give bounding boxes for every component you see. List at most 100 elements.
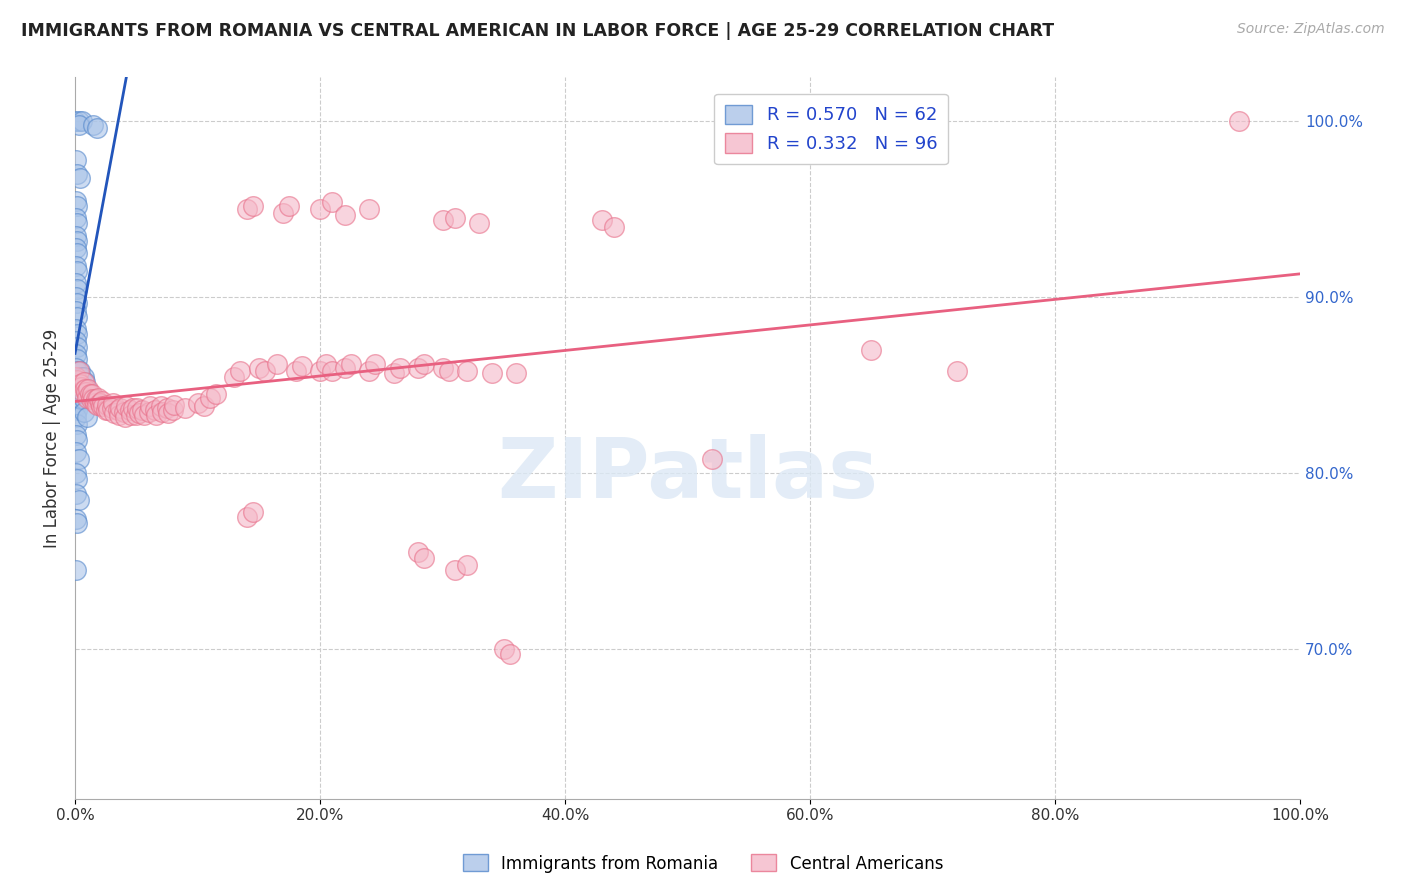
Point: [89, 396, 111, 410]
Point: [82, 392, 104, 407]
Point: [65, 360, 87, 375]
Point: [266, 357, 288, 371]
Point: [94, 403, 117, 417]
Point: [76, 391, 98, 405]
Point: [499, 648, 522, 662]
Point: [127, 401, 149, 416]
Point: [860, 343, 883, 358]
Point: [72, 375, 94, 389]
Point: [65, 369, 87, 384]
Legend: Immigrants from Romania, Central Americans: Immigrants from Romania, Central America…: [456, 847, 950, 880]
Point: [65, 322, 87, 336]
Text: Source: ZipAtlas.com: Source: ZipAtlas.com: [1237, 22, 1385, 37]
Point: [65, 194, 87, 208]
Point: [205, 387, 228, 401]
Point: [110, 401, 132, 416]
Point: [65, 409, 87, 424]
Point: [91, 394, 114, 409]
Point: [150, 405, 173, 419]
Point: [235, 202, 257, 217]
Point: [432, 213, 454, 227]
Point: [66, 167, 89, 181]
Point: [70, 369, 93, 384]
Point: [65, 487, 87, 501]
Point: [107, 403, 129, 417]
Point: [65, 400, 87, 414]
Point: [65, 385, 87, 400]
Point: [357, 364, 380, 378]
Point: [82, 387, 104, 401]
Point: [468, 217, 491, 231]
Point: [278, 199, 301, 213]
Point: [162, 403, 184, 417]
Point: [603, 219, 626, 234]
Point: [63, 114, 86, 128]
Point: [413, 550, 436, 565]
Point: [413, 357, 436, 371]
Point: [66, 246, 89, 260]
Point: [75, 385, 97, 400]
Point: [103, 407, 125, 421]
Point: [70, 380, 93, 394]
Point: [72, 114, 94, 128]
Point: [291, 359, 314, 373]
Point: [66, 417, 89, 431]
Point: [198, 391, 221, 405]
Point: [339, 357, 361, 371]
Point: [128, 407, 150, 421]
Point: [456, 558, 478, 572]
Point: [174, 401, 197, 416]
Point: [86, 398, 108, 412]
Point: [65, 346, 87, 360]
Point: [364, 357, 387, 371]
Point: [72, 369, 94, 384]
Point: [65, 259, 87, 273]
Point: [143, 403, 166, 417]
Point: [69, 364, 91, 378]
Point: [120, 409, 142, 423]
Point: [65, 371, 87, 385]
Point: [138, 400, 160, 414]
Point: [591, 213, 613, 227]
Point: [163, 398, 186, 412]
Point: [333, 208, 356, 222]
Point: [96, 398, 118, 412]
Point: [80, 392, 103, 407]
Point: [97, 403, 120, 417]
Point: [271, 206, 294, 220]
Point: [66, 433, 89, 447]
Point: [67, 452, 90, 467]
Point: [72, 392, 94, 407]
Point: [186, 396, 208, 410]
Point: [100, 401, 122, 416]
Point: [66, 364, 89, 378]
Point: [505, 366, 527, 380]
Point: [65, 304, 87, 318]
Point: [84, 392, 107, 407]
Point: [492, 642, 515, 657]
Point: [66, 391, 89, 405]
Point: [321, 195, 343, 210]
Point: [946, 364, 969, 378]
Point: [76, 409, 98, 424]
Point: [65, 290, 87, 304]
Text: IMMIGRANTS FROM ROMANIA VS CENTRAL AMERICAN IN LABOR FORCE | AGE 25-29 CORRELATI: IMMIGRANTS FROM ROMANIA VS CENTRAL AMERI…: [21, 22, 1054, 40]
Point: [145, 409, 167, 423]
Point: [115, 400, 138, 414]
Point: [309, 202, 332, 217]
Point: [432, 360, 454, 375]
Point: [443, 211, 465, 226]
Point: [65, 241, 87, 255]
Point: [66, 281, 89, 295]
Point: [86, 121, 108, 136]
Point: [67, 492, 90, 507]
Point: [82, 118, 104, 132]
Point: [65, 467, 87, 481]
Point: [90, 400, 112, 414]
Point: [66, 516, 89, 530]
Point: [101, 396, 124, 410]
Point: [66, 340, 89, 354]
Point: [224, 369, 246, 384]
Point: [112, 405, 135, 419]
Point: [69, 376, 91, 391]
